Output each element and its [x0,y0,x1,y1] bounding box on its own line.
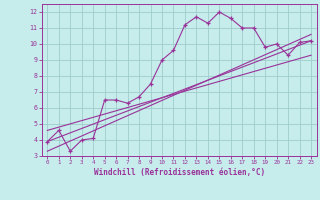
X-axis label: Windchill (Refroidissement éolien,°C): Windchill (Refroidissement éolien,°C) [94,168,265,177]
